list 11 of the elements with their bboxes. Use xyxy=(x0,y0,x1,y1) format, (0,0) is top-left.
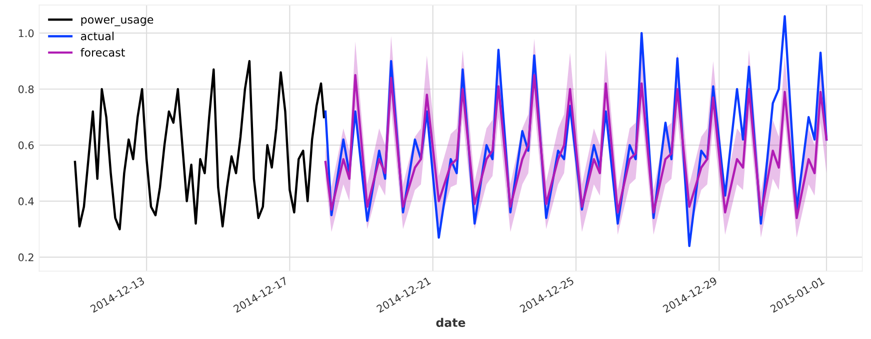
line-series xyxy=(324,74,828,220)
y-tick-label: 1.0 xyxy=(18,29,34,38)
legend-label: forecast xyxy=(80,48,125,57)
y-tick-label: 0.4 xyxy=(18,197,34,206)
y-tick-label: 0.8 xyxy=(18,85,34,94)
y-tick-label: 0.2 xyxy=(18,253,34,262)
line-series xyxy=(74,60,326,230)
legend-label: actual xyxy=(80,32,114,40)
y-tick-label: 0.6 xyxy=(18,141,34,150)
x-axis-title: date xyxy=(436,318,466,327)
legend-label: power_usage xyxy=(81,17,154,26)
